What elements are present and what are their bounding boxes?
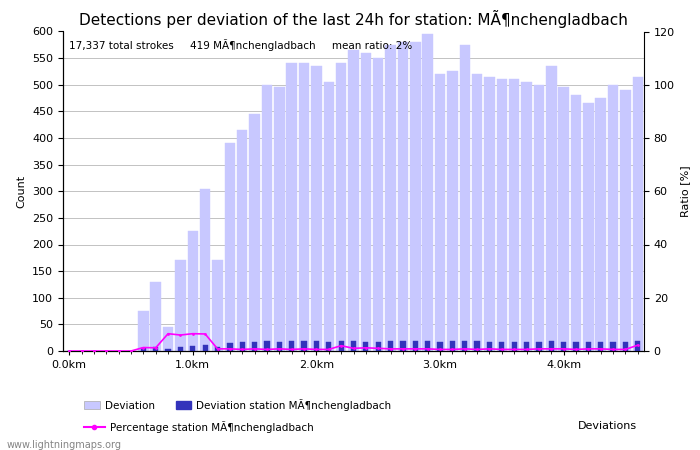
Bar: [237, 130, 248, 351]
Bar: [336, 63, 346, 351]
Bar: [475, 342, 480, 351]
Bar: [422, 34, 433, 351]
Bar: [360, 53, 371, 351]
Bar: [438, 342, 442, 351]
Bar: [188, 231, 198, 351]
Bar: [302, 342, 307, 351]
Bar: [487, 342, 492, 351]
Bar: [323, 82, 334, 351]
Bar: [150, 282, 161, 351]
Bar: [165, 349, 171, 351]
Bar: [484, 77, 495, 351]
Bar: [398, 42, 408, 351]
Bar: [413, 342, 418, 351]
Bar: [536, 342, 542, 351]
Bar: [200, 189, 211, 351]
Bar: [559, 87, 569, 351]
Bar: [635, 342, 640, 351]
Bar: [252, 342, 257, 351]
Bar: [400, 342, 405, 351]
Bar: [178, 347, 183, 351]
Bar: [286, 63, 297, 351]
Bar: [190, 346, 195, 351]
Bar: [202, 345, 208, 351]
Bar: [314, 342, 319, 351]
Bar: [425, 341, 430, 351]
Bar: [239, 342, 245, 351]
Text: www.lightningmaps.org: www.lightningmaps.org: [7, 440, 122, 450]
Bar: [509, 79, 519, 351]
Bar: [153, 347, 158, 351]
Bar: [472, 74, 482, 351]
Bar: [276, 342, 282, 351]
Bar: [265, 342, 270, 351]
Bar: [546, 66, 556, 351]
Bar: [522, 82, 532, 351]
Bar: [373, 58, 384, 351]
Bar: [462, 342, 468, 351]
Text: 17,337 total strokes     419 MÃ¶nchengladbach     mean ratio: 2%: 17,337 total strokes 419 MÃ¶nchengladbac…: [69, 40, 412, 51]
Bar: [573, 342, 579, 351]
Bar: [549, 342, 554, 351]
Bar: [326, 342, 331, 351]
Bar: [608, 85, 618, 351]
Bar: [312, 66, 322, 351]
Bar: [225, 143, 235, 351]
Bar: [262, 85, 272, 351]
Bar: [141, 348, 146, 351]
Bar: [620, 90, 631, 351]
Bar: [376, 342, 381, 351]
Bar: [249, 114, 260, 351]
Bar: [363, 342, 368, 351]
Y-axis label: Count: Count: [17, 175, 27, 208]
Bar: [583, 104, 594, 351]
Y-axis label: Ratio [%]: Ratio [%]: [680, 166, 690, 217]
Bar: [459, 45, 470, 351]
Bar: [610, 342, 616, 351]
Bar: [435, 74, 445, 351]
Title: Detections per deviation of the last 24h for station: MÃ¶nchengladbach: Detections per deviation of the last 24h…: [79, 9, 628, 27]
Bar: [598, 342, 603, 351]
Bar: [586, 342, 591, 351]
Bar: [348, 50, 359, 351]
Bar: [212, 261, 223, 351]
Legend: Percentage station MÃ¶nchengladbach: Percentage station MÃ¶nchengladbach: [80, 417, 318, 437]
Bar: [450, 342, 455, 351]
Bar: [596, 98, 606, 351]
Bar: [351, 342, 356, 351]
Bar: [524, 342, 529, 351]
Bar: [228, 343, 232, 351]
Bar: [339, 342, 344, 351]
Bar: [633, 77, 643, 351]
Bar: [570, 95, 581, 351]
Bar: [447, 72, 458, 351]
Bar: [138, 311, 148, 351]
Bar: [289, 342, 294, 351]
Text: Deviations: Deviations: [578, 421, 637, 431]
Bar: [388, 342, 393, 351]
Bar: [175, 261, 186, 351]
Bar: [533, 85, 544, 351]
Bar: [512, 342, 517, 351]
Bar: [561, 342, 566, 351]
Bar: [163, 327, 174, 351]
Bar: [499, 342, 505, 351]
Bar: [410, 42, 421, 351]
Bar: [496, 79, 507, 351]
Bar: [299, 63, 309, 351]
Bar: [215, 347, 220, 351]
Bar: [385, 45, 396, 351]
Bar: [623, 342, 628, 351]
Bar: [274, 87, 285, 351]
